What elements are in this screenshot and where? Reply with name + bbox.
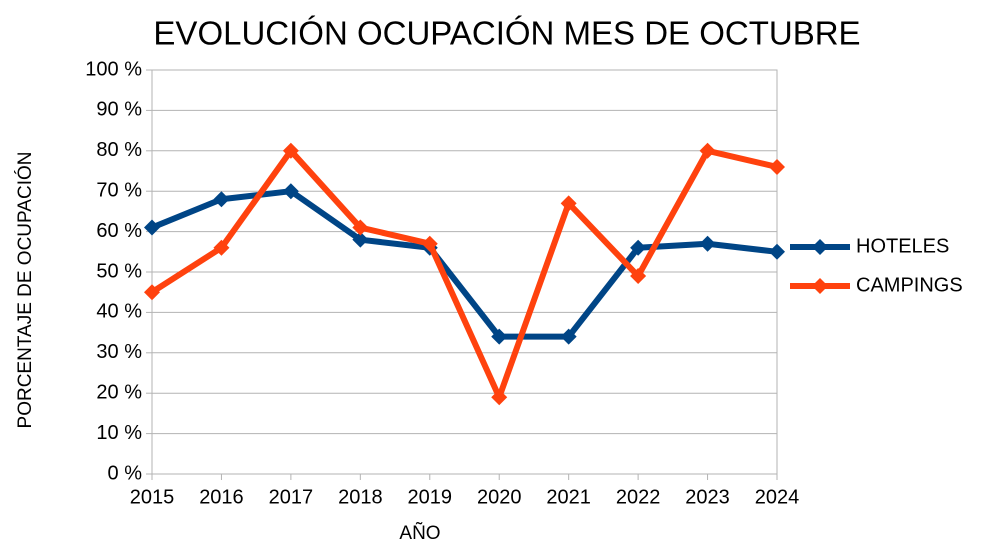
plot-border xyxy=(151,69,778,475)
y-tick-label: 80 % xyxy=(96,139,142,161)
data-point xyxy=(352,219,369,236)
legend-label: CAMPINGS xyxy=(856,274,963,296)
y-tick-label: 70 % xyxy=(96,179,142,201)
x-tick-label: 2019 xyxy=(408,486,453,508)
x-tick-label: 2024 xyxy=(755,486,800,508)
x-tick-label: 2018 xyxy=(338,486,383,508)
y-tick-label: 100 % xyxy=(85,58,142,80)
y-tick-label: 10 % xyxy=(96,422,142,444)
data-point xyxy=(699,235,716,252)
data-point xyxy=(213,191,230,208)
data-point xyxy=(491,328,508,345)
data-point xyxy=(560,195,577,212)
data-point xyxy=(491,389,508,406)
y-tick-label: 40 % xyxy=(96,301,142,323)
x-tick-label: 2022 xyxy=(616,486,661,508)
x-tick-label: 2015 xyxy=(130,486,175,508)
data-point xyxy=(560,328,577,345)
legend-label: HOTELES xyxy=(856,235,949,257)
data-point xyxy=(769,158,785,175)
data-point xyxy=(630,268,647,285)
x-axis-title: AÑO xyxy=(399,522,440,544)
data-point xyxy=(144,284,160,301)
legend-marker xyxy=(812,239,828,255)
x-tick-label: 2017 xyxy=(269,486,314,508)
y-tick-label: 0 % xyxy=(108,462,143,484)
data-point xyxy=(213,239,230,256)
chart-title: EVOLUCIÓN OCUPACIÓN MES DE OCTUBRE xyxy=(153,15,860,52)
data-point xyxy=(421,235,438,252)
y-tick-label: 20 % xyxy=(96,381,142,403)
y-tick-label: 90 % xyxy=(96,99,142,121)
y-tick-label: 60 % xyxy=(96,220,142,242)
legend-marker xyxy=(812,278,828,294)
x-tick-label: 2021 xyxy=(546,486,591,508)
data-point xyxy=(699,142,716,159)
y-tick-label: 50 % xyxy=(96,260,142,282)
data-point xyxy=(769,243,785,260)
y-tick-label: 30 % xyxy=(96,341,142,363)
data-point xyxy=(282,142,299,159)
data-point xyxy=(352,231,369,248)
data-point xyxy=(630,239,647,256)
x-tick-label: 2020 xyxy=(477,486,522,508)
x-tick-label: 2016 xyxy=(199,486,244,508)
data-point xyxy=(282,183,299,200)
data-point xyxy=(144,219,160,236)
series-line xyxy=(150,147,778,401)
x-tick-label: 2023 xyxy=(685,486,730,508)
y-axis-title: PORCENTAJE DE OCUPACIÓN xyxy=(14,152,36,429)
